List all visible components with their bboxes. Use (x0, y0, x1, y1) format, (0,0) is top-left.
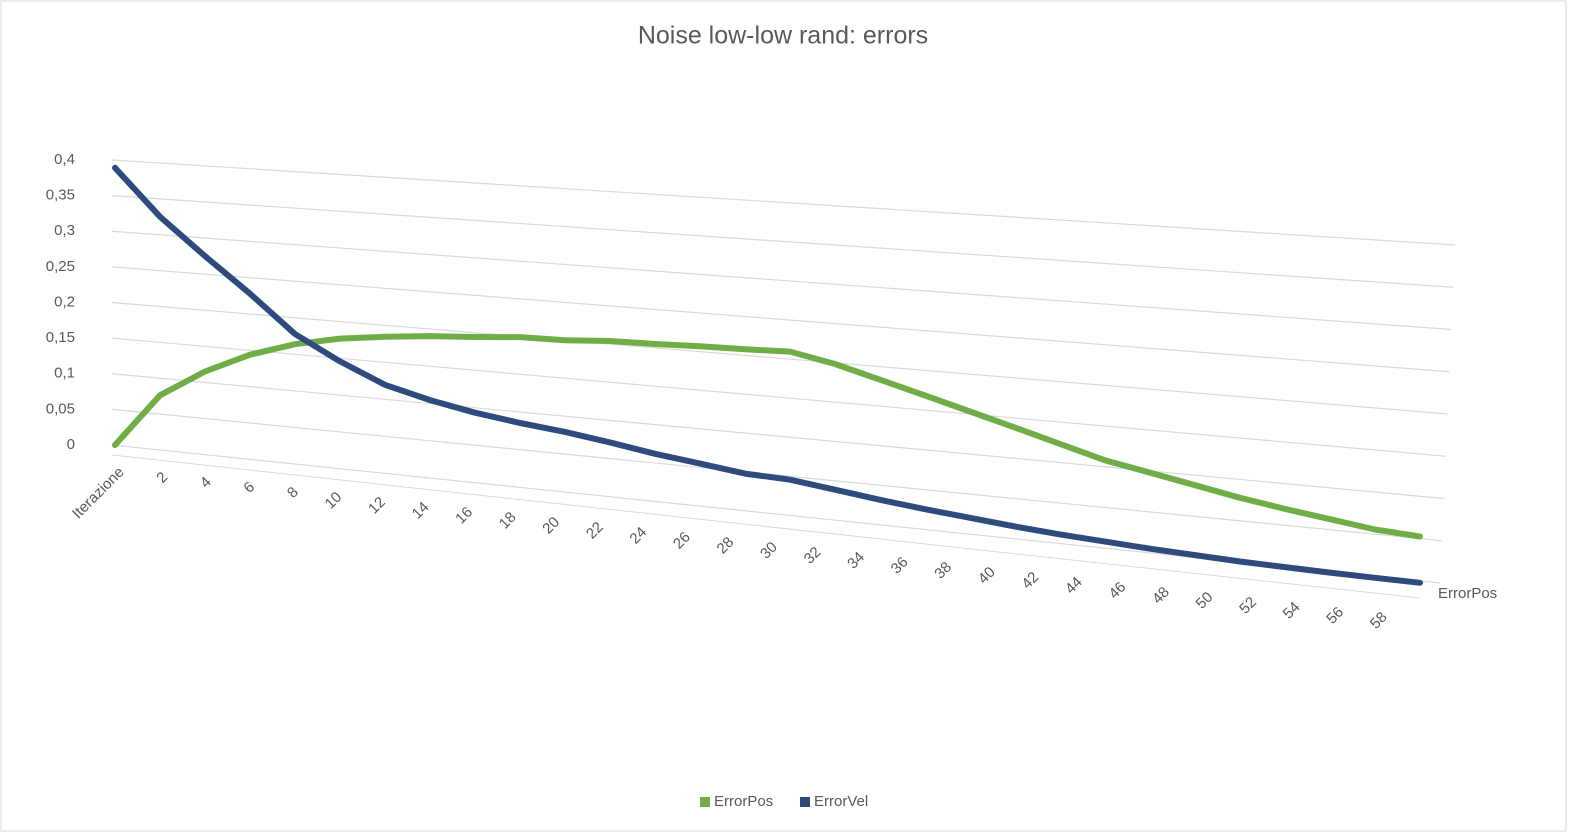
grid-line (111, 373, 1444, 500)
legend-swatch (700, 797, 710, 807)
grid-line (111, 266, 1450, 373)
depth-axis-label: ErrorPos (1438, 585, 1497, 602)
y-tick-label: 0,4 (54, 151, 75, 168)
y-tick-label: 0,05 (46, 400, 75, 417)
chart-title: Noise low-low rand: errors (638, 22, 928, 50)
y-tick-label: 0 (67, 436, 75, 453)
y-tick-label: 0,15 (46, 329, 75, 346)
floor-edge (111, 454, 1421, 599)
grid-line (111, 301, 1448, 415)
y-tick-label: 0,2 (54, 293, 75, 310)
series-line (112, 164, 1423, 586)
grid-line (111, 159, 1456, 246)
legend-label: ErrorPos (714, 793, 773, 810)
grid-line (111, 195, 1454, 288)
legend-swatch (800, 797, 810, 807)
y-tick-label: 0,3 (54, 222, 75, 239)
legend-label: ErrorVel (814, 793, 868, 810)
y-tick-label: 0,35 (46, 187, 75, 204)
y-tick-label: 0,1 (54, 365, 75, 382)
grid-line (111, 230, 1452, 331)
y-tick-label: 0,25 (46, 258, 75, 275)
series-line (112, 333, 1423, 540)
